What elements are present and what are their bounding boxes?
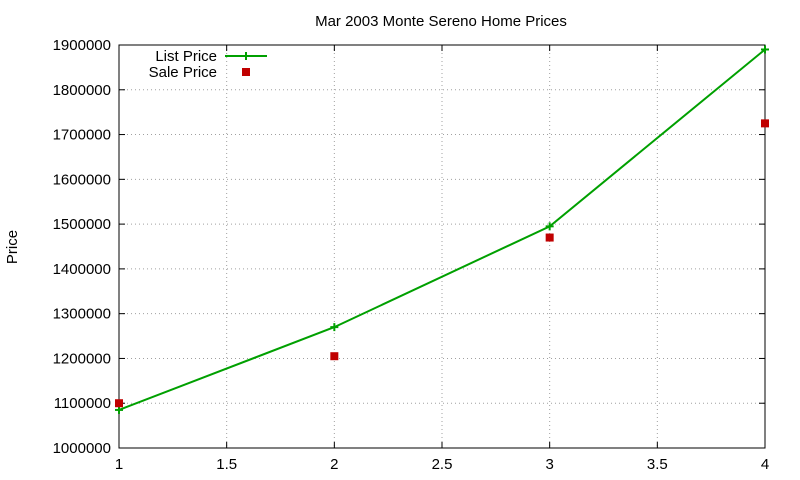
legend-label: List Price	[155, 48, 217, 65]
x-tick-label: 2.5	[432, 456, 453, 473]
y-tick-label: 1400000	[53, 261, 111, 278]
y-tick-label: 1600000	[53, 171, 111, 188]
data-point	[545, 233, 554, 242]
y-tick-label: 1700000	[53, 127, 111, 144]
data-point	[761, 45, 769, 54]
series-layer	[115, 45, 769, 414]
x-tick-label: 4	[761, 456, 769, 473]
x-tick-label: 2	[330, 456, 338, 473]
data-point	[330, 323, 339, 332]
grid-lines	[119, 45, 765, 448]
x-tick-label: 1.5	[216, 456, 237, 473]
y-tick-label: 1500000	[53, 216, 111, 233]
axis-ticks: 1000000 1100000 1200000 1300000 1400000 15000…	[53, 37, 770, 473]
x-tick-label: 3.5	[647, 456, 668, 473]
legend-marker	[242, 52, 250, 60]
y-tick-label: 1300000	[53, 306, 111, 323]
x-tick-label: 1	[115, 456, 123, 473]
y-axis-label: Price	[4, 230, 21, 264]
series-line	[118, 48, 766, 411]
data-point	[115, 405, 123, 414]
y-tick-label: 1900000	[53, 37, 111, 54]
y-tick-label: 1800000	[53, 82, 111, 99]
x-tick-label: 3	[545, 456, 553, 473]
legend-label: Sale Price	[149, 64, 217, 81]
y-tick-label: 1200000	[53, 350, 111, 367]
legend-marker	[242, 68, 250, 76]
series-sale-price	[115, 119, 769, 408]
data-point	[761, 119, 769, 128]
chart-title: Mar 2003 Monte Sereno Home Prices	[315, 13, 567, 30]
plot-area-frame	[118, 44, 766, 449]
y-tick-label: 1100000	[54, 395, 111, 412]
data-point	[545, 222, 554, 231]
series-list-price	[115, 45, 769, 414]
data-point	[330, 352, 339, 361]
data-point	[115, 399, 123, 408]
y-tick-label: 1000000	[53, 440, 111, 457]
